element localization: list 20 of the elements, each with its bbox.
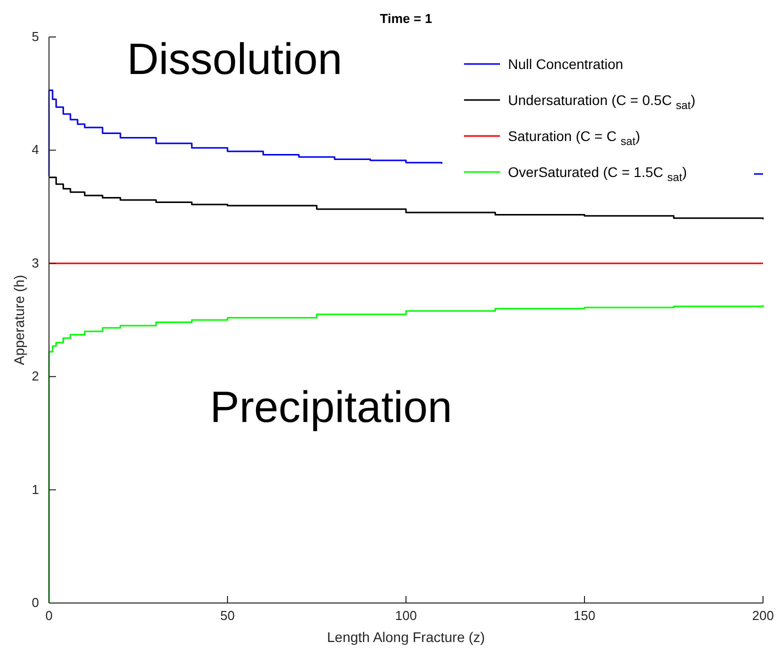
x-tick-label: 0 [45, 608, 53, 623]
y-tick-label: 0 [32, 595, 39, 610]
y-tick-label: 2 [32, 368, 39, 384]
y-tick-label: 1 [32, 482, 39, 497]
y-tick-label: 5 [32, 29, 39, 44]
y-axis-title: Apperature (h) [11, 274, 27, 366]
legend-label: Saturation (C = C$_{sat}$) [508, 128, 640, 148]
annotation: Dissolution [127, 35, 342, 84]
chart-title: Time = 1 [380, 11, 432, 26]
y-tick-label: 3 [32, 255, 39, 270]
x-axis-title: Length Along Fracture (z) [327, 629, 485, 645]
legend-label: OverSaturated (C = 1.5C$_{sat}$) [508, 164, 687, 184]
x-tick-label: 200 [752, 608, 774, 623]
legend-label: Undersaturation (C = 0.5C$_{sat}$) [508, 92, 696, 112]
x-tick-label: 150 [574, 608, 596, 623]
legend-label: Null Concentration [508, 56, 624, 72]
y-tick-label: 4 [32, 142, 39, 158]
x-tick-label: 50 [220, 608, 235, 623]
x-tick-label: 100 [395, 608, 417, 623]
annotation: Precipitation [210, 383, 452, 432]
